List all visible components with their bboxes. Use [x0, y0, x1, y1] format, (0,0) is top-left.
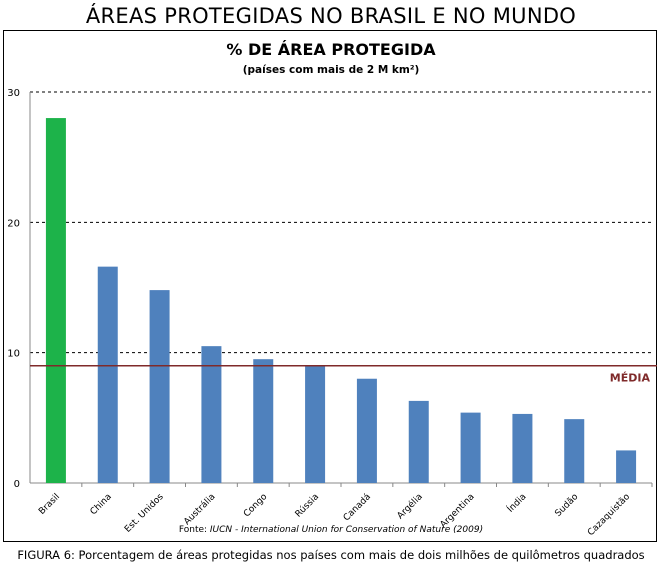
- source-prefix: Fonte:: [178, 525, 210, 535]
- bar: [512, 413, 533, 483]
- x-tick-label: Argélia: [395, 491, 425, 521]
- x-tick-label: China: [89, 492, 114, 517]
- chart-subtitle: (países com mais de 2 M km²): [242, 64, 420, 76]
- bar: [305, 365, 326, 483]
- bar: [201, 346, 222, 483]
- bar: [564, 419, 585, 483]
- bar: [408, 400, 429, 483]
- bar: [45, 118, 66, 484]
- bar: [97, 266, 118, 483]
- y-tick-label: 10: [7, 349, 20, 360]
- x-tick-label: Rússia: [294, 492, 322, 520]
- source-citation: IUCN - International Union for Conservat…: [209, 525, 484, 535]
- bar: [356, 378, 377, 483]
- chart-title: % DE ÁREA PROTEGIDA: [226, 40, 436, 59]
- x-tick-label: Austrália: [182, 492, 217, 527]
- y-tick-label: 0: [14, 479, 20, 490]
- x-tick-label: Canadá: [342, 492, 373, 523]
- figure-caption: FIGURA 6: Porcentagem de áreas protegida…: [17, 548, 645, 562]
- bar: [616, 450, 637, 483]
- x-tick-label: Brasil: [37, 492, 62, 517]
- chart-frame: [3, 30, 657, 542]
- source-note: Fonte: IUCN - International Union for Co…: [0, 525, 662, 535]
- y-tick-label: 20: [7, 218, 20, 229]
- x-tick-label: Congo: [242, 492, 270, 520]
- y-tick-label: 30: [7, 88, 20, 99]
- average-label: MÉDIA: [610, 372, 651, 385]
- x-tick-label: Sudão: [553, 492, 580, 519]
- bar: [253, 359, 274, 483]
- bar: [149, 290, 170, 483]
- bar: [460, 412, 481, 483]
- x-tick-label: Índia: [504, 491, 528, 515]
- page-title: ÁREAS PROTEGIDAS NO BRASIL E NO MUNDO: [85, 4, 577, 28]
